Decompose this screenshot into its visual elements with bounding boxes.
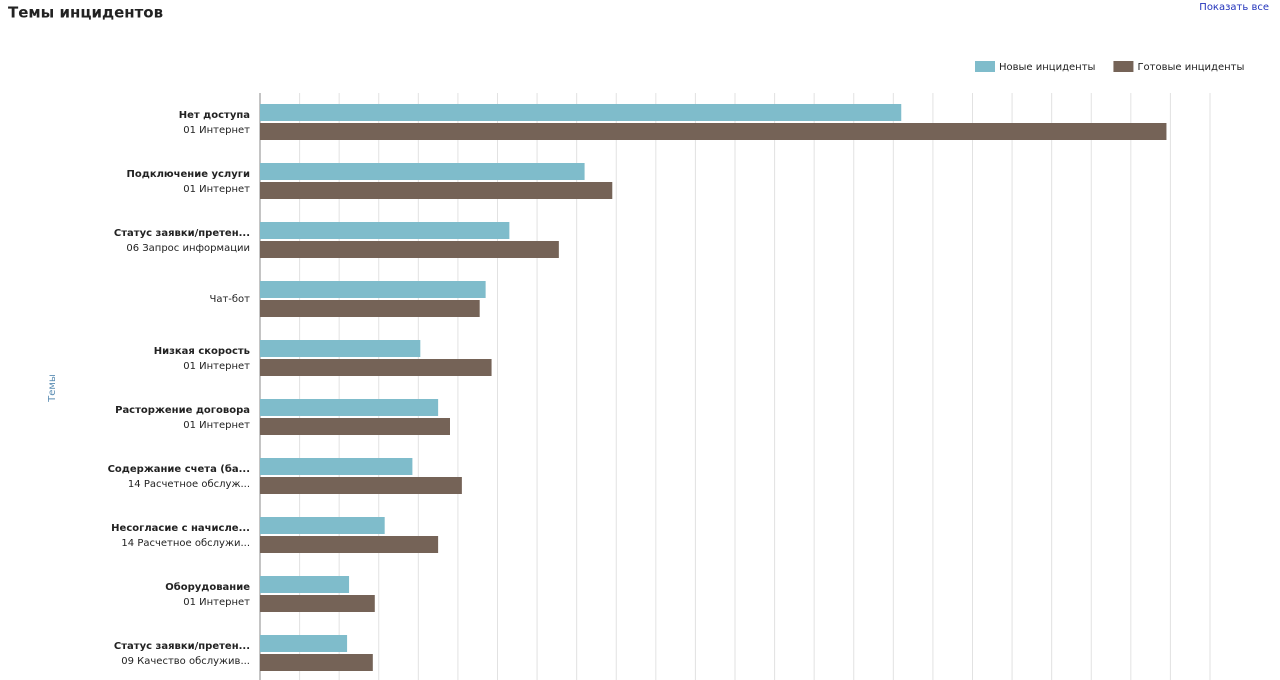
y-axis-label: Темы bbox=[47, 374, 58, 403]
bar bbox=[260, 340, 421, 357]
bar bbox=[260, 654, 373, 671]
category-label: Содержание счета (ба... bbox=[108, 463, 250, 475]
subcategory-label: 01 Интернет bbox=[183, 125, 250, 136]
bar bbox=[260, 536, 439, 553]
bar bbox=[260, 222, 510, 239]
legend-label: Новые инциденты bbox=[999, 62, 1095, 73]
bar bbox=[260, 182, 613, 199]
category-label: Подключение услуги bbox=[127, 169, 251, 180]
bar bbox=[260, 458, 413, 475]
subcategory-label: 14 Расчетное обслужи... bbox=[121, 538, 250, 549]
bar bbox=[260, 595, 375, 612]
category-label: Оборудование bbox=[165, 581, 250, 593]
subcategory-label: 06 Запрос информации bbox=[126, 243, 250, 254]
subcategory-label: 14 Расчетное обслуж... bbox=[128, 479, 250, 490]
show-all-link[interactable]: Показать все bbox=[1199, 2, 1269, 13]
bar bbox=[260, 517, 385, 534]
bar bbox=[260, 635, 348, 652]
bar bbox=[260, 104, 902, 121]
subcategory-label: 09 Качество обслужив... bbox=[121, 656, 250, 667]
legend-swatch bbox=[975, 61, 995, 72]
bar bbox=[260, 418, 450, 435]
widget-title: Темы инцидентов bbox=[8, 4, 163, 22]
subcategory-label: Чат-бот bbox=[209, 294, 250, 305]
legend-swatch bbox=[1113, 61, 1134, 72]
bar bbox=[260, 123, 1167, 140]
legend-label: Готовые инциденты bbox=[1137, 62, 1244, 73]
bar bbox=[260, 359, 492, 376]
category-label: Нет доступа bbox=[179, 110, 250, 121]
category-label: Низкая скорость bbox=[154, 346, 250, 357]
subcategory-label: 01 Интернет bbox=[183, 184, 250, 195]
bar bbox=[260, 281, 486, 298]
category-label: Несогласие с начисле... bbox=[111, 523, 250, 534]
subcategory-label: 01 Интернет bbox=[183, 597, 250, 608]
category-label: Статус заявки/претен... bbox=[114, 641, 250, 652]
bar bbox=[260, 300, 480, 317]
bar bbox=[260, 241, 559, 258]
subcategory-label: 01 Интернет bbox=[183, 420, 250, 431]
bar bbox=[260, 163, 585, 180]
category-label: Расторжение договора bbox=[115, 405, 250, 416]
bar bbox=[260, 477, 462, 494]
bar bbox=[260, 399, 439, 416]
subcategory-label: 01 Интернет bbox=[183, 361, 250, 372]
category-label: Статус заявки/претен... bbox=[114, 228, 250, 239]
bar bbox=[260, 576, 350, 593]
